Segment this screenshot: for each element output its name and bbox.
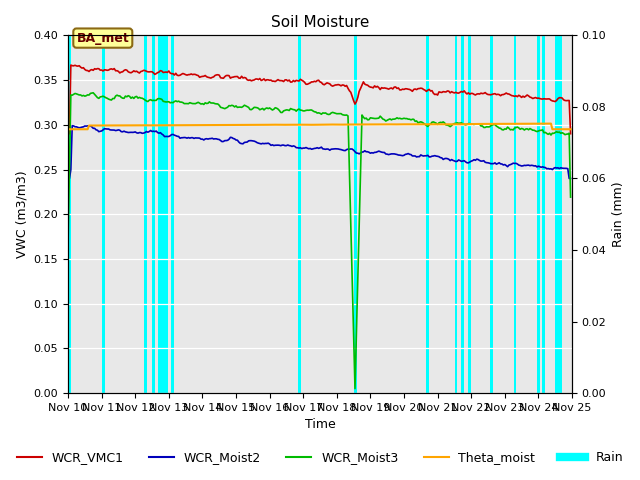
Text: BA_met: BA_met	[76, 32, 129, 45]
X-axis label: Time: Time	[305, 419, 335, 432]
Bar	[468, 36, 471, 393]
Title: Soil Moisture: Soil Moisture	[271, 15, 369, 30]
Bar	[426, 36, 429, 393]
Bar	[455, 36, 458, 393]
Bar	[171, 36, 173, 393]
Bar	[102, 36, 105, 393]
Bar	[354, 36, 356, 393]
Bar	[144, 36, 147, 393]
Bar	[537, 36, 540, 393]
Legend: WCR_VMC1, WCR_Moist2, WCR_Moist3, Theta_moist, Rain: WCR_VMC1, WCR_Moist2, WCR_Moist3, Theta_…	[12, 446, 628, 469]
Bar	[166, 36, 168, 393]
Bar	[152, 36, 155, 393]
Bar	[490, 36, 493, 393]
Bar	[555, 36, 562, 393]
Y-axis label: Rain (mm): Rain (mm)	[612, 181, 625, 247]
Bar	[542, 36, 545, 393]
Bar	[68, 36, 71, 393]
Bar	[298, 36, 301, 393]
Y-axis label: VWC (m3/m3): VWC (m3/m3)	[15, 170, 28, 258]
Bar	[461, 36, 464, 393]
Bar	[513, 36, 516, 393]
Bar	[159, 36, 166, 393]
